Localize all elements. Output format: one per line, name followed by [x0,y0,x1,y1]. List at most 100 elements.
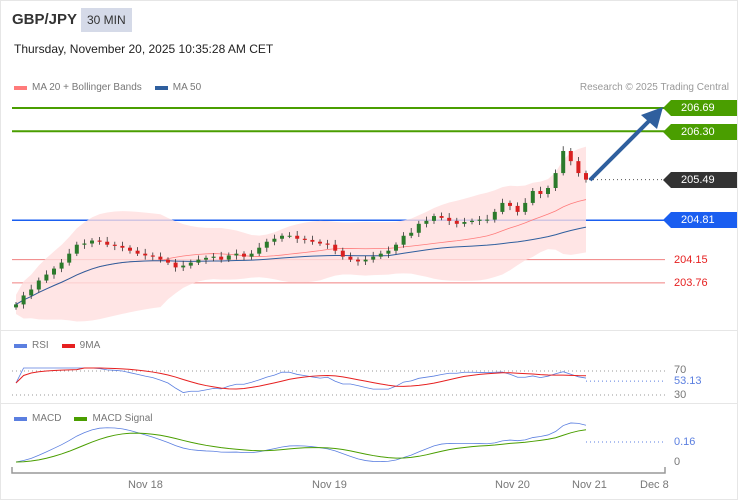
candle [546,187,550,194]
candle [394,244,398,251]
candle [150,255,155,257]
candle [576,161,581,174]
candle [333,244,338,251]
x-tick-label: Dec 8 [640,479,669,491]
candle [538,190,543,194]
candle [553,173,558,188]
macd-zero-label: 0 [674,456,681,468]
macd-signal-swatch [74,416,88,421]
candle [356,259,360,262]
x-tick-label: Nov 21 [572,479,607,491]
price-legend: MA 20 + Bollinger Bands MA 50 [14,82,201,93]
candle [363,259,368,262]
rsi-ma-legend-label: 9MA [79,340,101,351]
rsi-70-label: 70 [674,364,687,376]
candle [249,253,254,257]
candle [74,244,79,254]
candle [386,250,391,254]
candle [105,241,110,245]
candle [21,295,26,305]
candle [287,235,292,237]
candle [272,238,277,242]
forecast-arrow [588,117,653,182]
rsi-legend: RSI 9MA [14,340,100,351]
candle [485,219,490,221]
candle [530,190,535,203]
macd-legend: MACD MACD Signal [14,413,152,424]
current-price-tag: 205.49 [663,172,737,188]
candle [302,238,307,240]
candle [454,220,459,224]
candle [477,219,482,221]
candle [264,241,269,248]
candle [492,211,497,220]
candle [97,240,102,242]
rsi-swatch [14,343,27,348]
candle [515,205,520,212]
candle [181,265,186,268]
rsi-legend-label: RSI [32,340,49,351]
candle [378,253,383,257]
pivot-tag: 204.81 [663,212,737,228]
macd-legend-label: MACD [32,413,62,424]
x-axis [11,467,666,474]
candle [348,256,353,260]
x-tick-label: Nov 19 [312,479,347,491]
target2-tag: 206.69 [663,100,737,116]
support2-label: 203.76 [674,277,708,289]
candle [584,173,588,180]
timestamp: Thursday, November 20, 2025 10:35:28 AM … [14,42,274,56]
bollinger-band [16,146,586,322]
candle [470,220,474,223]
candle [500,202,505,212]
rsi-ma-swatch [61,343,75,348]
candle [112,244,117,246]
candle [409,232,414,236]
candle [340,250,345,257]
ma50-legend-label: MA 50 [172,82,202,93]
candle [36,280,41,290]
ma50-swatch [154,85,168,90]
macd-line [15,422,587,463]
rsi-line [15,367,587,393]
candle [143,253,148,256]
forecast-arrowhead [641,107,663,129]
candle [416,223,421,233]
rsi-ma-line [15,367,587,390]
ma20-swatch [14,85,27,90]
interval-button[interactable]: 30 MIN [81,8,132,32]
candle [371,256,376,260]
candle [135,250,140,254]
credit-text: Research © 2025 Trading Central [579,82,729,93]
candle [52,268,56,275]
candle [318,241,322,244]
candle [523,202,528,212]
macd-value-label: 0.16 [674,436,696,448]
candle [447,217,452,221]
candle [219,256,224,260]
candle [44,274,49,281]
candle [188,262,193,266]
candle [401,235,406,245]
symbol-title: GBP/JPY [12,11,78,28]
rsi-30-label: 30 [674,389,687,401]
candle [568,150,573,162]
candle [561,150,566,174]
candle [196,259,201,263]
candle [204,257,208,260]
ma20-legend-label: MA 20 + Bollinger Bands [32,82,142,93]
candle [462,222,467,224]
candle [257,247,262,254]
panel-divider [1,403,737,404]
candle [29,289,34,296]
candle [120,245,125,248]
rsi-value-label: 53.13 [674,375,702,387]
candle [439,216,444,218]
candle [310,239,315,242]
candle [424,220,429,224]
candle [226,255,231,260]
ma50-line [15,226,587,305]
candle [280,235,284,239]
candle [508,202,512,206]
